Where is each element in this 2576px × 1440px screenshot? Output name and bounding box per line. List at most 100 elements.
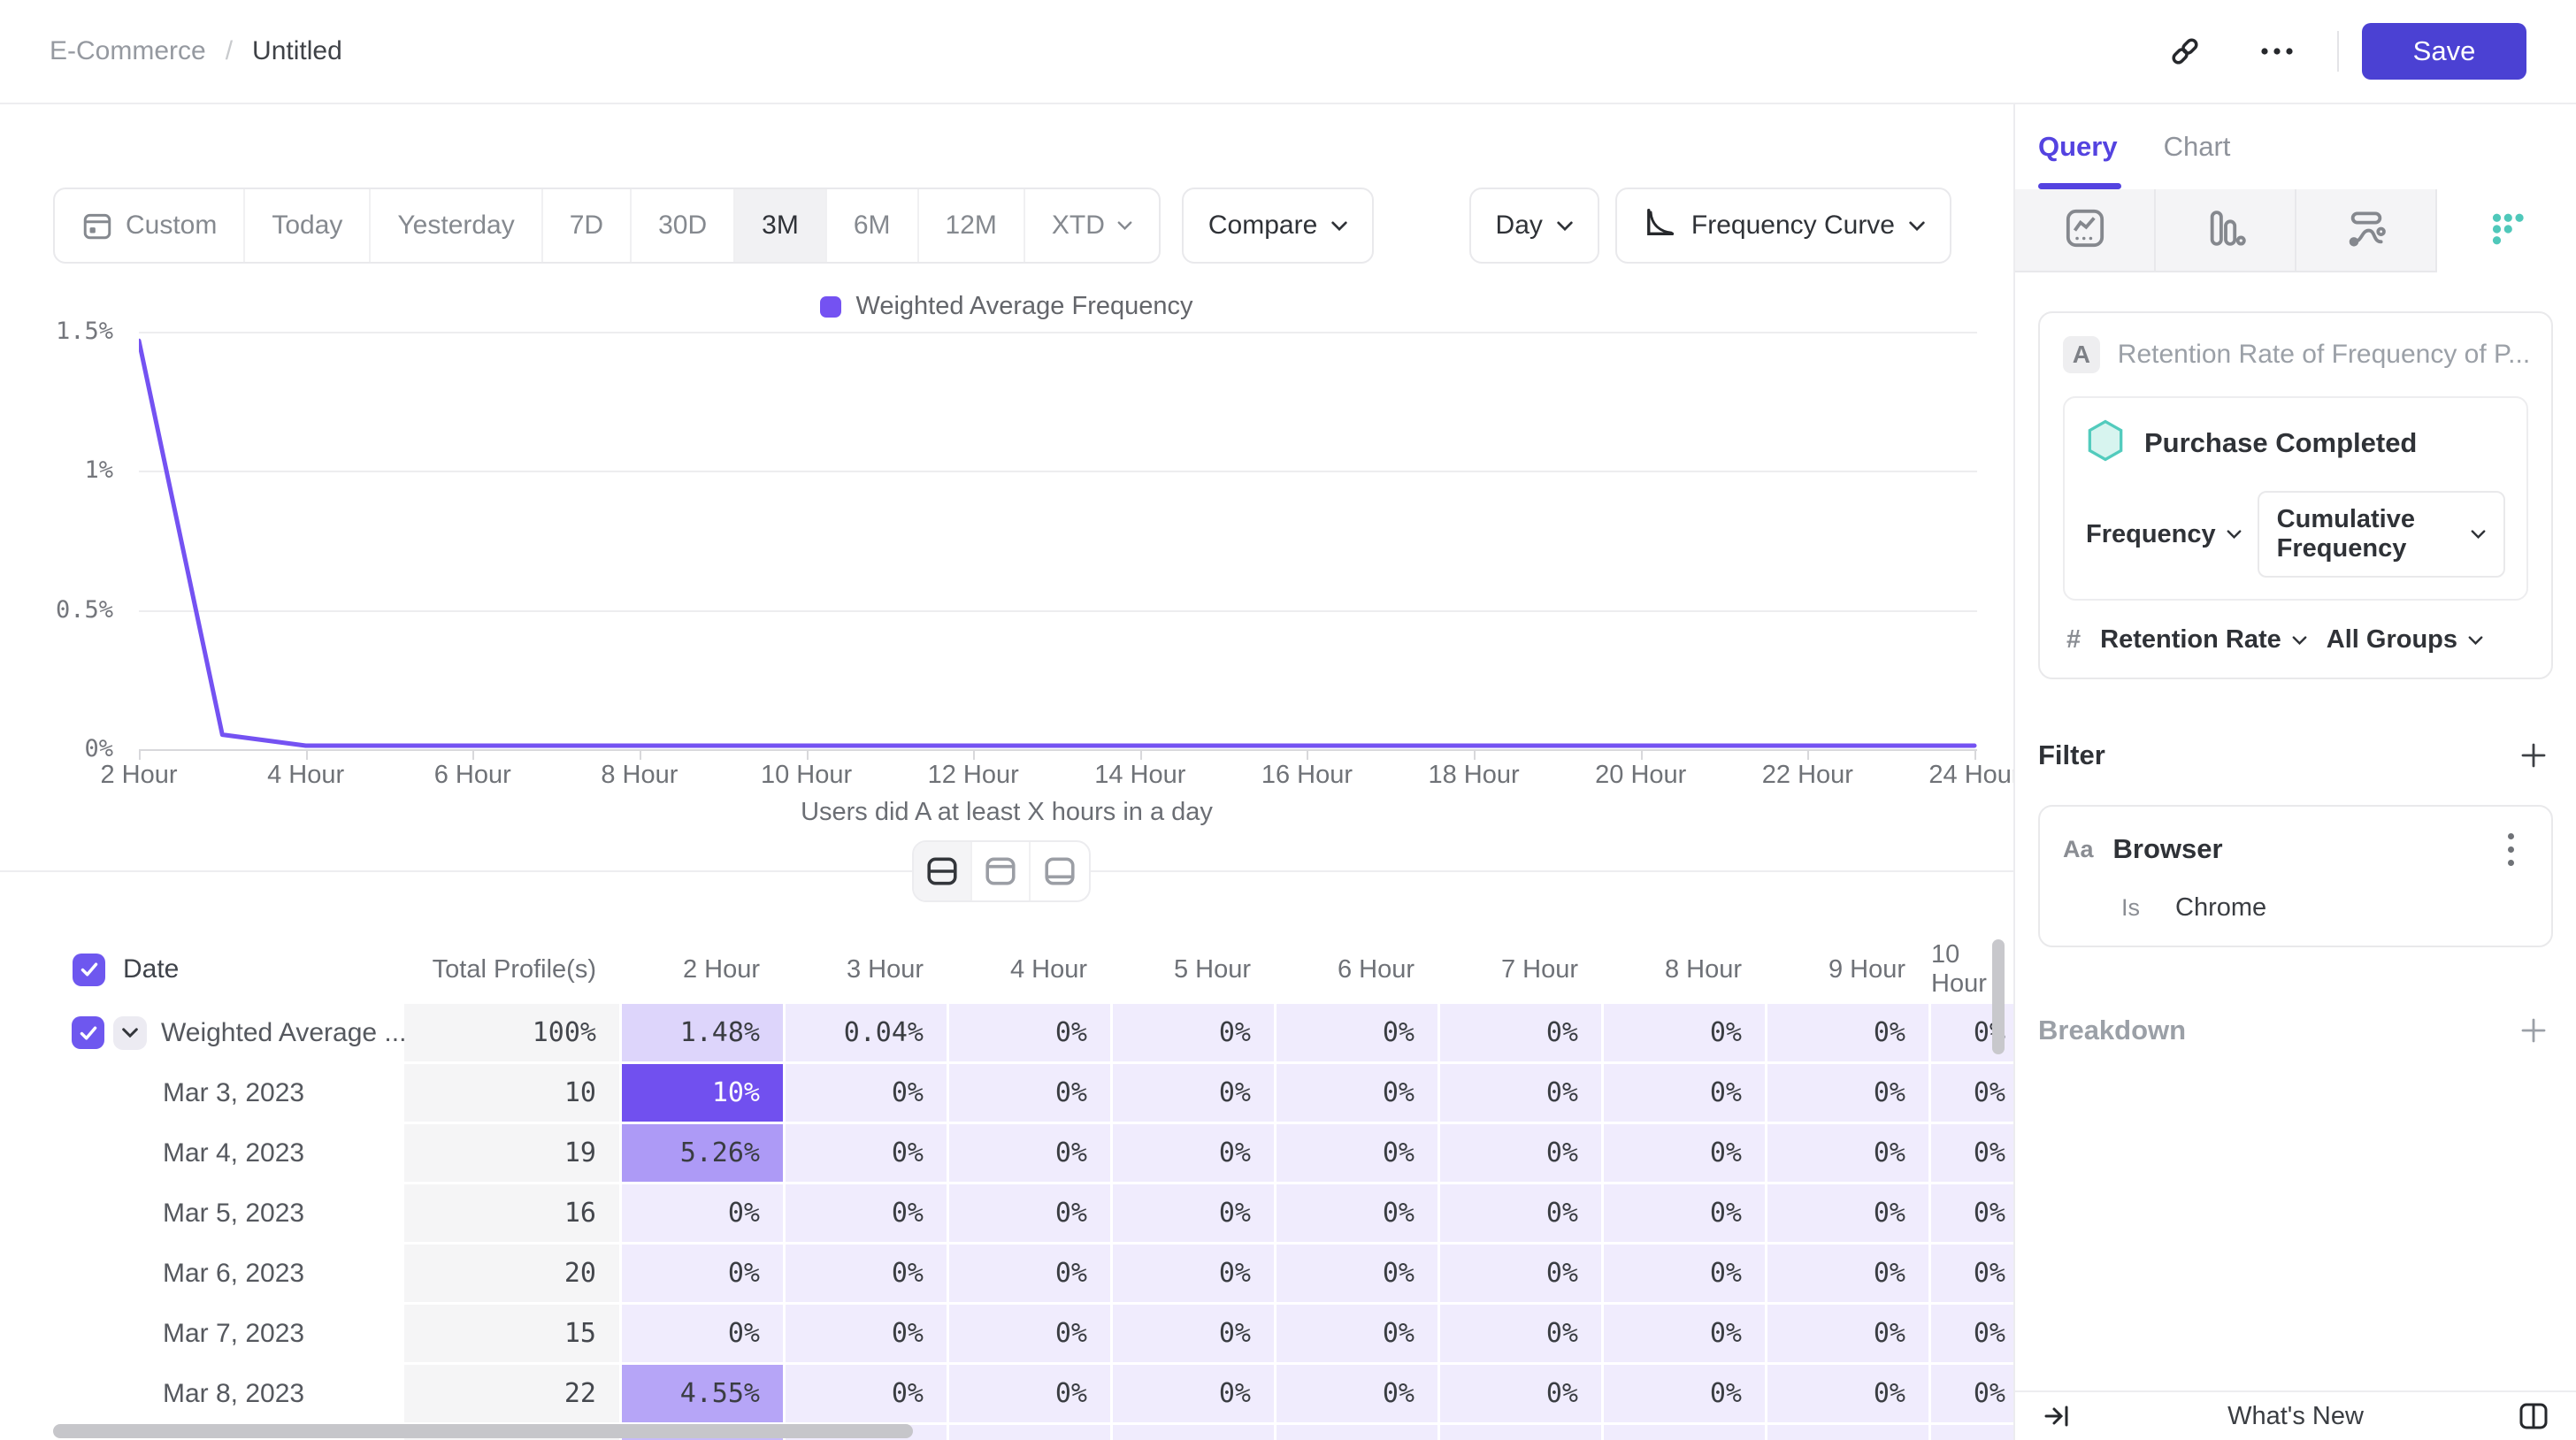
range-12m[interactable]: 12M	[919, 189, 1025, 262]
funnels-chart-type-tab[interactable]	[2156, 189, 2296, 272]
range-30d[interactable]: 30D	[632, 189, 736, 262]
chart-type-button[interactable]: Frequency Curve	[1614, 188, 1951, 264]
heat-cell: 0%	[622, 1245, 783, 1302]
total-profiles-cell: 20	[404, 1245, 619, 1302]
range-7d[interactable]: 7D	[543, 189, 632, 262]
whats-new-link[interactable]: What's New	[2227, 1401, 2364, 1430]
range-6m[interactable]: 6M	[827, 189, 919, 262]
filter-value[interactable]: Chrome	[2175, 893, 2267, 922]
table-row-label[interactable]: Mar 3, 2023	[53, 1064, 402, 1122]
heat-cell: 0%	[1604, 1124, 1765, 1182]
table-header-5-hour[interactable]: 5 Hour	[1113, 938, 1274, 1001]
filter-section-header: Filter	[2038, 736, 2553, 775]
range-today[interactable]: Today	[245, 189, 372, 262]
breadcrumb: E-Commerce / Untitled	[50, 36, 342, 66]
frequency-chart-type-tab[interactable]	[2437, 189, 2576, 272]
heat-cell: 0%	[786, 1184, 947, 1242]
measure-mode-label: Cumulative Frequency	[2276, 505, 2415, 563]
granularity-button[interactable]: Day	[1468, 188, 1599, 264]
x-axis-tick	[305, 751, 308, 760]
toolbar-right: Day Frequency Curve	[1468, 188, 1951, 264]
add-breakdown-button[interactable]	[2514, 1011, 2553, 1050]
table-row-label[interactable]: Mar 8, 2023	[53, 1365, 402, 1422]
breadcrumb-report-title[interactable]: Untitled	[252, 36, 342, 65]
table-header-6-hour[interactable]: 6 Hour	[1276, 938, 1438, 1001]
measure-mode-dropdown[interactable]: Cumulative Frequency	[2257, 491, 2505, 578]
save-button[interactable]: Save	[2362, 23, 2526, 80]
breakdown-section-header: Breakdown	[2038, 1011, 2553, 1050]
groups-dropdown[interactable]: All Groups	[2327, 625, 2483, 655]
query-sidebar: Query Chart	[2013, 104, 2576, 1440]
compare-button[interactable]: Compare	[1181, 188, 1375, 264]
more-options-icon[interactable]	[2252, 27, 2302, 76]
flows-chart-type-tab[interactable]	[2296, 189, 2437, 272]
heat-cell: 0%	[1604, 1245, 1765, 1302]
range-xtd[interactable]: XTD	[1025, 189, 1159, 262]
heat-cell: 0%	[1113, 1004, 1274, 1061]
filter-heading: Filter	[2038, 739, 2105, 770]
table-row-label[interactable]: Weighted Average ...	[53, 1004, 406, 1061]
row-checkbox[interactable]	[72, 1016, 104, 1049]
y-axis-tick-label: 0%	[84, 735, 113, 762]
table-vertical-scrollbar[interactable]	[1992, 939, 2005, 1054]
x-axis-tick	[806, 751, 809, 760]
frequency-icon	[2487, 209, 2527, 254]
event-card: Purchase Completed Frequency Cumulative …	[2063, 396, 2528, 601]
panel-layout-icon[interactable]	[2514, 1397, 2553, 1436]
frequency-curve-icon	[1642, 204, 1677, 247]
table-header-3-hour[interactable]: 3 Hour	[786, 938, 947, 1001]
expand-row-icon[interactable]	[113, 1015, 147, 1050]
heat-cell: 0.04%	[786, 1004, 947, 1061]
chart-line-svg	[139, 338, 1977, 748]
chart-only-view-toggle[interactable]	[972, 842, 1031, 900]
filter-menu-icon[interactable]	[2493, 830, 2528, 869]
x-axis-tick-label: 6 Hour	[433, 761, 511, 789]
retention-rate-dropdown[interactable]: Retention Rate	[2100, 625, 2307, 655]
table-row-label[interactable]: Mar 6, 2023	[53, 1245, 402, 1302]
heat-cell: 10%	[622, 1064, 783, 1122]
split-view-toggle[interactable]	[914, 842, 972, 900]
tab-chart[interactable]: Chart	[2163, 131, 2231, 162]
flows-icon	[2346, 208, 2387, 253]
table-horizontal-scrollbar[interactable]	[53, 1424, 913, 1438]
step-letter-badge: A	[2063, 336, 2100, 373]
x-axis-tick	[1474, 751, 1476, 760]
copy-link-icon[interactable]	[2160, 27, 2210, 76]
event-selector[interactable]: Purchase Completed	[2086, 419, 2505, 466]
table-row-label[interactable]: Mar 4, 2023	[53, 1124, 402, 1182]
insights-icon	[2065, 208, 2105, 253]
table-row-label[interactable]: Mar 5, 2023	[53, 1184, 402, 1242]
measure-dropdown[interactable]: Frequency	[2086, 520, 2242, 549]
range-yesterday[interactable]: Yesterday	[371, 189, 543, 262]
table-header-total-profile-s-[interactable]: Total Profile(s)	[404, 938, 619, 1001]
table-row-label[interactable]: Mar 7, 2023	[53, 1305, 402, 1362]
table-header-2-hour[interactable]: 2 Hour	[622, 938, 783, 1001]
add-filter-button[interactable]	[2514, 736, 2553, 775]
table-header-4-hour[interactable]: 4 Hour	[949, 938, 1110, 1001]
filter-operator[interactable]: Is	[2121, 894, 2141, 921]
breadcrumb-project[interactable]: E-Commerce	[50, 36, 206, 65]
tab-query[interactable]: Query	[2038, 104, 2121, 189]
insights-chart-type-tab[interactable]	[2015, 189, 2156, 272]
select-all-checkbox[interactable]	[73, 953, 105, 986]
collapse-sidebar-icon[interactable]	[2038, 1397, 2077, 1436]
table-header-7-hour[interactable]: 7 Hour	[1440, 938, 1601, 1001]
table-header-9-hour[interactable]: 9 Hour	[1767, 938, 1928, 1001]
heat-cell: 0%	[1113, 1184, 1274, 1242]
y-axis-tick-label: 1.5%	[55, 318, 113, 345]
table-header-8-hour[interactable]: 8 Hour	[1604, 938, 1765, 1001]
heat-cell: 0%	[949, 1184, 1110, 1242]
chart-legend[interactable]: Weighted Average Frequency	[0, 292, 2013, 321]
query-step-header[interactable]: A Retention Rate of Frequency of P...	[2063, 336, 2528, 373]
range-custom[interactable]: Custom	[55, 189, 246, 262]
heat-cell: 0%	[1604, 1184, 1765, 1242]
y-axis-tick-label: 0.5%	[55, 595, 113, 624]
property-type-badge: Aa	[2063, 835, 2094, 862]
range-3m[interactable]: 3M	[735, 189, 827, 262]
filter-property-row[interactable]: Aa Browser	[2063, 830, 2528, 869]
table-only-view-toggle[interactable]	[1031, 842, 1089, 900]
x-axis-tick-label: 4 Hour	[267, 761, 345, 789]
weighted-average-frequency-line	[139, 338, 1977, 748]
heat-cell: 0%	[1604, 1064, 1765, 1122]
x-axis-tick	[639, 751, 641, 760]
